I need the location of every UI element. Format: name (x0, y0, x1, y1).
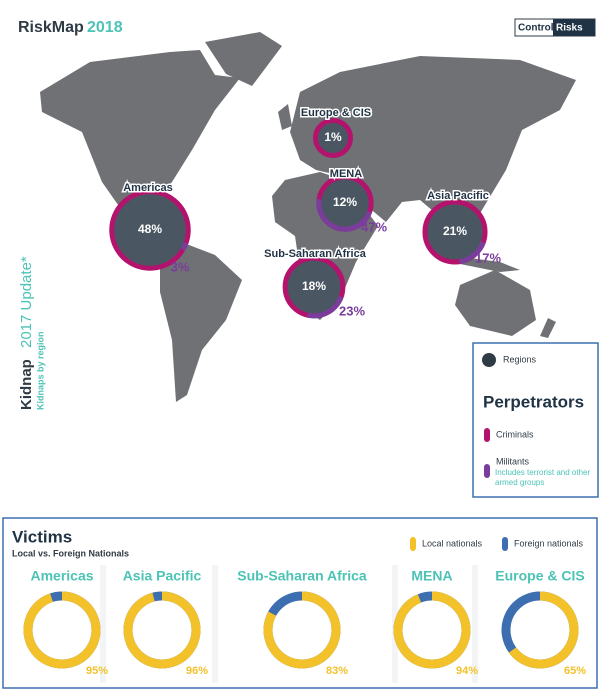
local-label: 95% (86, 665, 108, 677)
legend-militants-icon (484, 464, 490, 478)
local-arc (263, 591, 341, 669)
militants-arc (282, 255, 346, 319)
victims-region-name: MENA (411, 568, 452, 584)
criminals-bubble (109, 189, 191, 271)
victims-subtitle: Local vs. Foreign Nationals (12, 548, 129, 558)
criminals-label: 12% (333, 195, 357, 209)
region-name: Americas (123, 182, 173, 194)
local-arc (501, 591, 579, 669)
victims-region-name: Asia Pacific (123, 568, 202, 584)
new-zealand (540, 318, 556, 338)
region-name: Sub-Saharan Africa (264, 248, 367, 260)
brand: RiskMap (18, 19, 84, 36)
australia (455, 270, 536, 336)
legend-local-icon (410, 537, 416, 551)
legend-militants: Militants (496, 456, 530, 466)
local-label: 65% (564, 665, 586, 677)
local-arc (123, 591, 201, 669)
legend-title: Perpetrators (483, 392, 584, 411)
criminals-bubble (422, 199, 488, 265)
greenland (205, 32, 282, 86)
militants-label: 3% (171, 259, 190, 274)
local-label: 94% (456, 665, 478, 677)
uk (278, 104, 292, 130)
criminals-label: 48% (138, 222, 162, 236)
north-america (40, 50, 240, 246)
legend-foreign-icon (502, 537, 508, 551)
criminals-label: 21% (443, 224, 467, 238)
legend-local: Local nationals (422, 538, 483, 548)
region-name: Europe & CIS (301, 107, 371, 119)
legend-note-wrap: Includes terrorist and other armed group… (495, 468, 591, 487)
militants-label: 47% (361, 219, 387, 234)
victims-title: Victims (12, 527, 72, 546)
side-subtitle: Kidnaps by region (35, 331, 45, 410)
criminals-label: 18% (302, 279, 326, 293)
region-name: MENA (330, 168, 362, 180)
criminals-bubble (313, 118, 353, 158)
side-update: 2017 Update* (18, 256, 35, 348)
side-heading: Kidnap (18, 359, 35, 410)
legend-foreign: Foreign nationals (514, 538, 584, 548)
militants-arc (422, 199, 488, 265)
local-label: 96% (186, 665, 208, 677)
legend-criminals: Criminals (496, 429, 534, 439)
militants-label: 23% (339, 303, 365, 318)
legend-box (472, 342, 599, 498)
victims-region-name: Sub-Saharan Africa (237, 568, 367, 584)
logo-dark (553, 19, 595, 36)
legend-criminals-icon (484, 428, 490, 442)
criminals-label: 1% (324, 130, 342, 144)
militants-label: 17% (475, 250, 501, 265)
local-label: 83% (326, 665, 348, 677)
brand-year: 2018 (87, 19, 123, 36)
victims-region-name: Europe & CIS (495, 568, 584, 584)
legend-regions-icon (482, 353, 496, 367)
region-name: Asia Pacific (427, 190, 489, 202)
logo-left: Control (518, 23, 554, 34)
legend-note: Includes terrorist and other armed group… (495, 468, 591, 487)
local-arc (393, 591, 471, 669)
local-arc (23, 591, 101, 669)
victims-region-name: Americas (30, 568, 93, 584)
legend-regions: Regions (503, 354, 537, 364)
south-america (160, 240, 242, 402)
side-title: Kidnap 2017 Update* Kidnaps by region (18, 256, 45, 410)
logo-right: Risks (556, 23, 583, 34)
